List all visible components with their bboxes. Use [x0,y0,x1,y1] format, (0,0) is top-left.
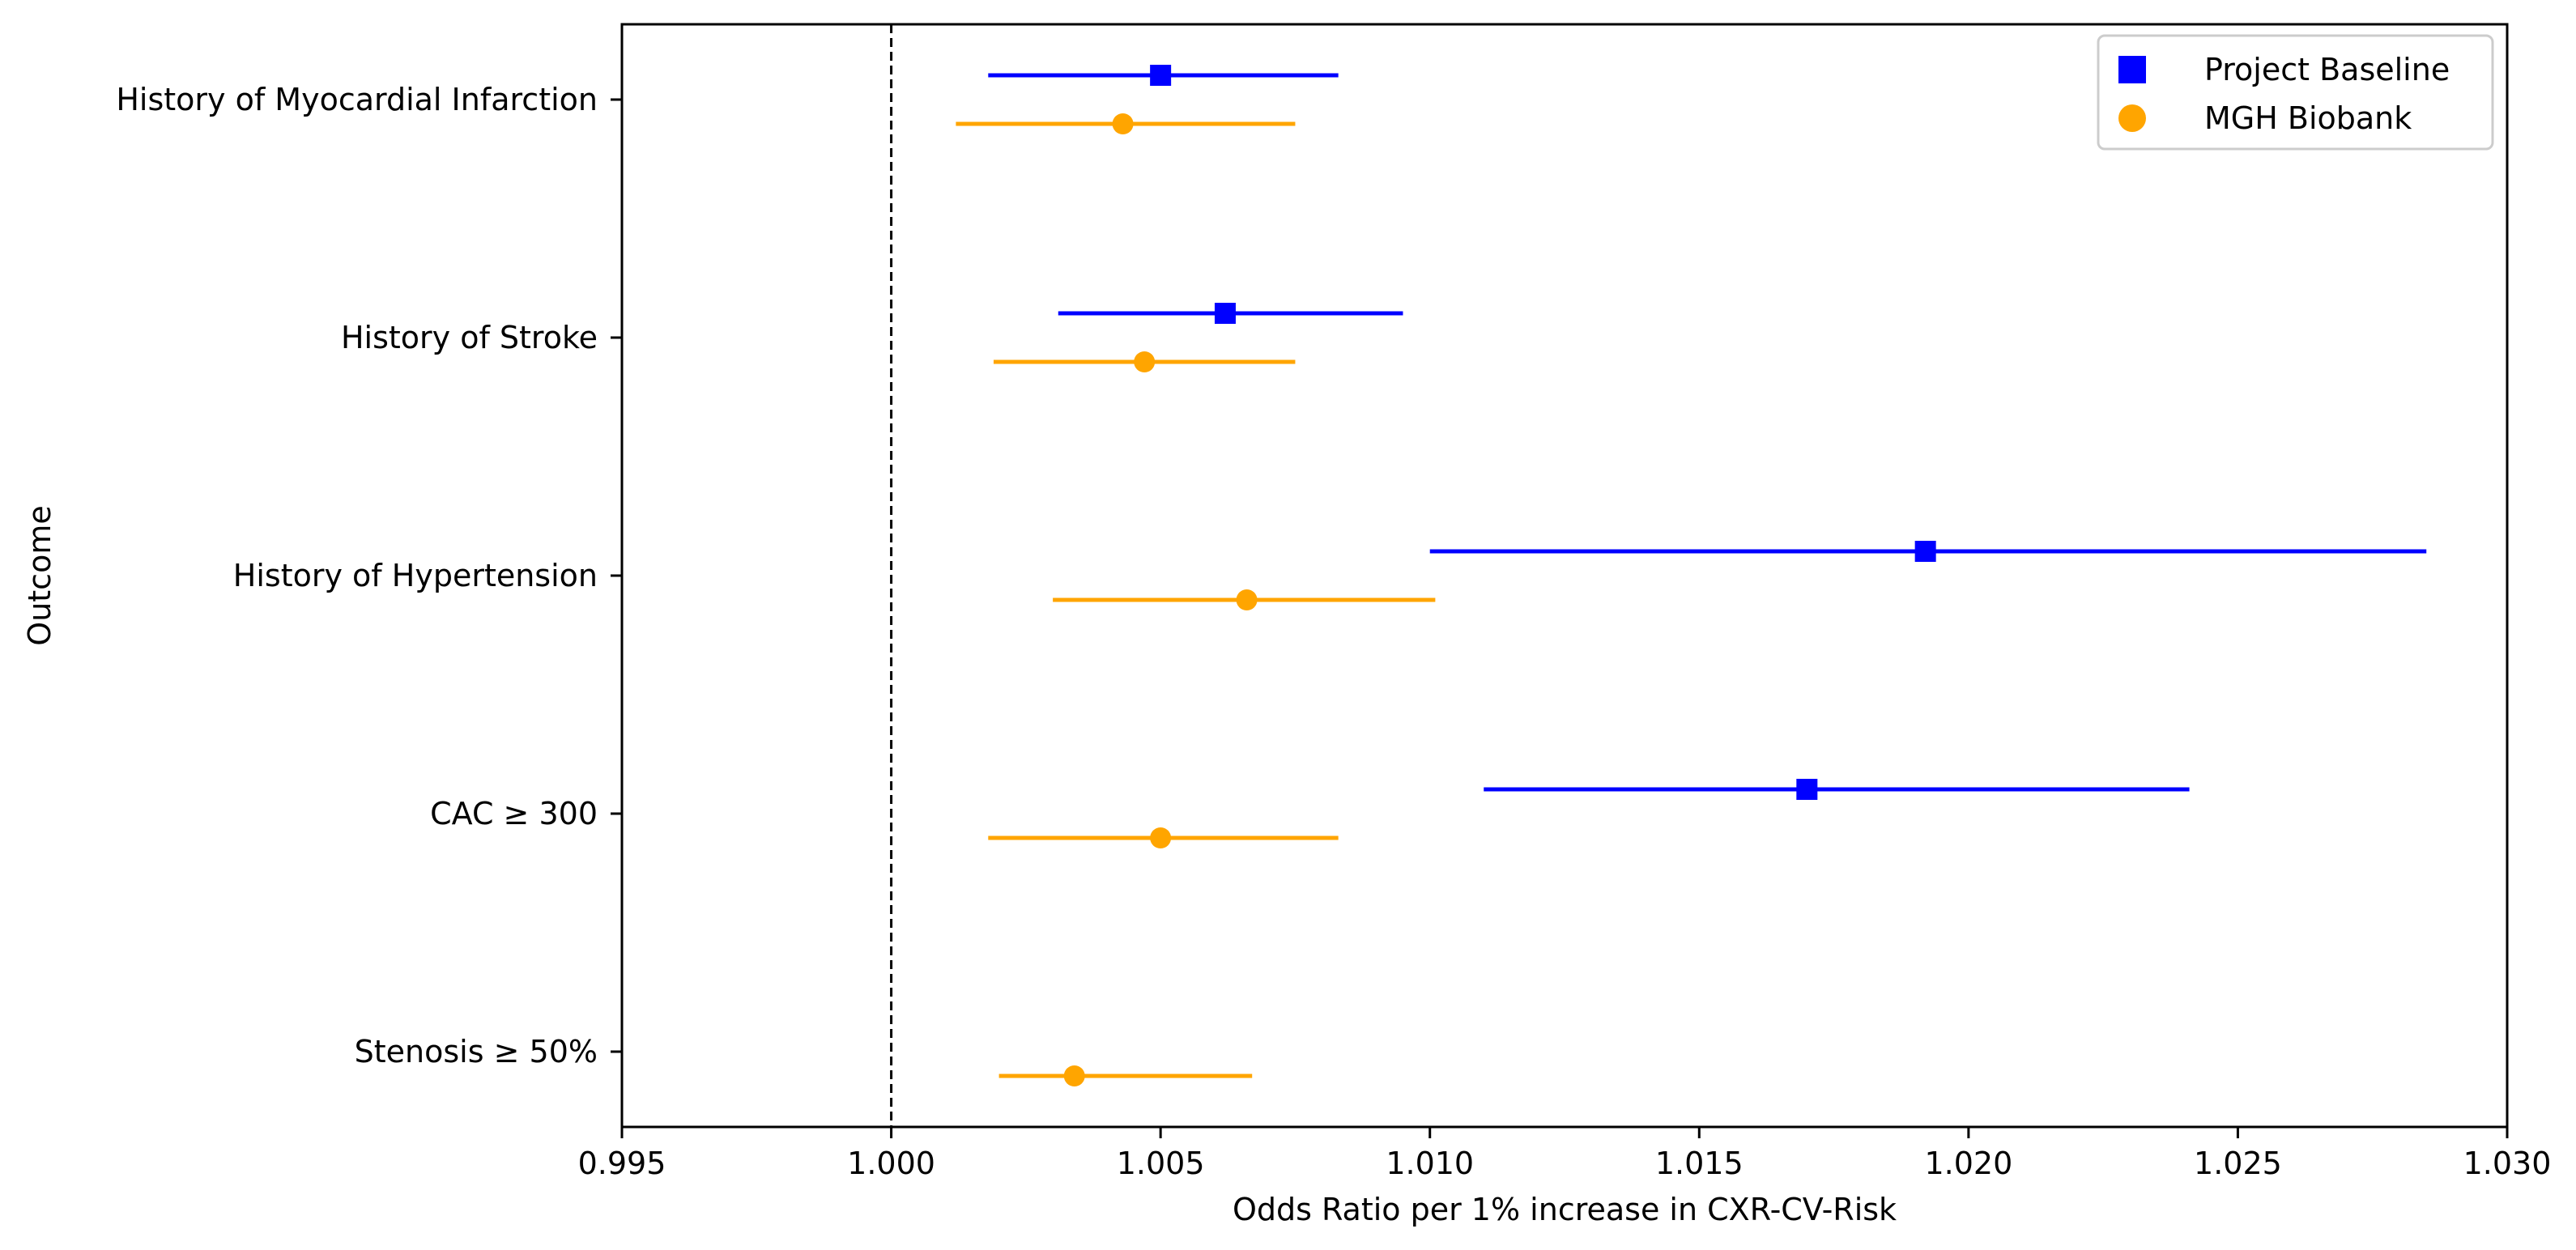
x-tick-label: 1.025 [2194,1146,2282,1181]
x-tick-label: 1.005 [1117,1146,1205,1181]
data-point [1796,779,1817,800]
x-axis-label: Odds Ratio per 1% increase in CXR-CV-Ris… [1233,1192,1897,1227]
x-tick-label: 1.015 [1655,1146,1744,1181]
legend-label: Project Baseline [2204,52,2450,87]
x-tick-label: 1.030 [2463,1146,2552,1181]
y-tick-label: History of Myocardial Infarction [116,82,598,117]
legend-marker [2118,104,2146,132]
legend-marker [2118,56,2146,83]
y-tick-label: History of Hypertension [233,558,598,593]
data-point [1150,65,1171,86]
y-tick-label: CAC ≥ 300 [430,796,598,831]
data-point [1237,589,1258,610]
data-point [1064,1065,1085,1086]
legend-label: MGH Biobank [2204,100,2412,136]
legend: Project Baseline MGH Biobank [2098,36,2493,149]
data-point [1134,351,1155,372]
data-point [1915,541,1936,562]
x-tick-label: 1.020 [1924,1146,2012,1181]
x-tick-label: 1.000 [847,1146,935,1181]
y-tick-label: History of Stroke [341,320,598,355]
x-tick-label: 0.995 [578,1146,666,1181]
x-tick-label: 1.010 [1386,1146,1474,1181]
y-axis-label: Outcome [22,505,57,645]
data-point [1150,827,1171,848]
y-tick-label: Stenosis ≥ 50% [355,1034,598,1069]
data-point [1215,303,1236,324]
data-point [1113,113,1134,134]
